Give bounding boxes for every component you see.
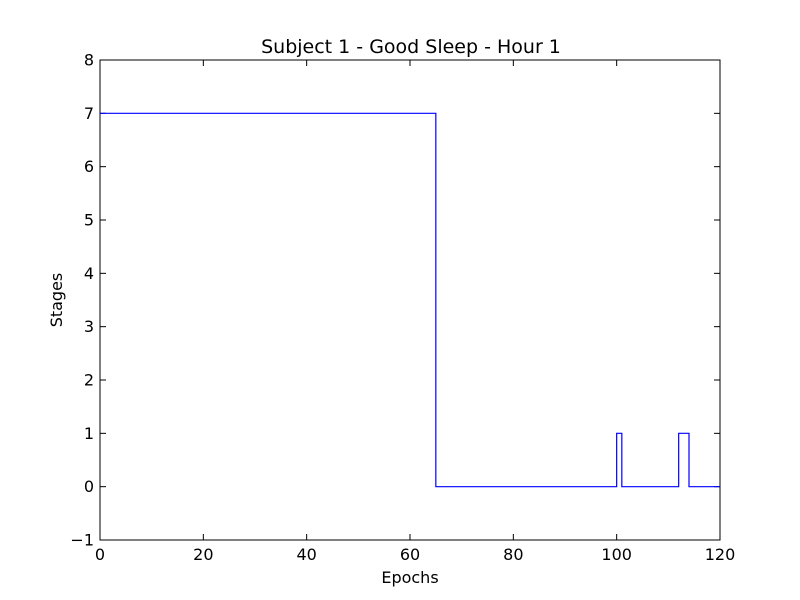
y-tick-label: 6 — [84, 157, 94, 176]
y-axis-label: Stages — [47, 273, 66, 328]
chart-title: Subject 1 - Good Sleep - Hour 1 — [261, 36, 561, 58]
y-tick-label: 0 — [84, 477, 94, 496]
x-axis: 0 20 40 60 80 100 120 — [95, 60, 735, 564]
x-axis-label: Epochs — [381, 568, 438, 587]
y-tick-label: −1 — [70, 531, 94, 550]
x-tick-label: 20 — [193, 545, 213, 564]
x-tick-label: 0 — [95, 545, 105, 564]
x-tick-label: 40 — [296, 545, 316, 564]
series-layer — [100, 112, 720, 488]
y-axis: −1 0 1 2 3 4 5 6 7 8 — [70, 51, 720, 550]
x-tick-label: 120 — [705, 545, 736, 564]
x-tick-label: 80 — [503, 545, 523, 564]
y-tick-label: 3 — [84, 317, 94, 336]
y-tick-label: 7 — [84, 104, 94, 123]
sleep-stage-series-line — [100, 112, 720, 488]
y-tick-label: 2 — [84, 371, 94, 390]
x-tick-label: 60 — [400, 545, 420, 564]
y-tick-label: 4 — [84, 264, 94, 283]
y-tick-label: 1 — [84, 424, 94, 443]
y-tick-label: 5 — [84, 211, 94, 230]
x-tick-label: 100 — [601, 545, 632, 564]
y-tick-label: 8 — [84, 51, 94, 70]
plot-area — [99, 59, 721, 541]
